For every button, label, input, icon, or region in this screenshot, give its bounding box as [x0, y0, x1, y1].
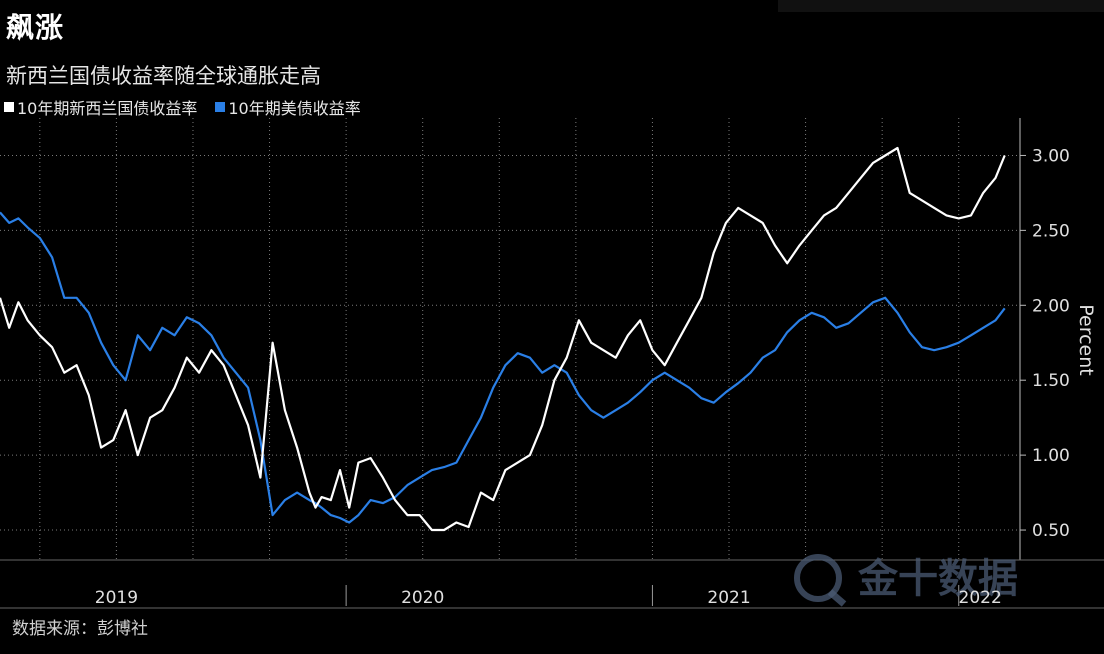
- top-strip: [778, 0, 1104, 12]
- chart-subtitle: 新西兰国债收益率随全球通胀走高: [6, 64, 321, 88]
- y-axis-title: Percent: [1075, 304, 1097, 376]
- series-line-nz: [0, 146, 1006, 532]
- x-tick-label: 2020: [401, 588, 444, 608]
- legend-item-us: 10年期美债收益率: [215, 95, 361, 119]
- y-tick-label: 1.00: [1032, 446, 1070, 466]
- legend-swatch-us: [215, 102, 226, 112]
- axis-labels: 0.50 1.00 1.50 2.00 2.50 3.00 2019 2020 2021 2022…: [95, 146, 1097, 608]
- watermark-logo-icon: [794, 554, 842, 602]
- x-tick-label: 2019: [95, 588, 138, 608]
- axes: [0, 118, 1104, 609]
- chart-title: 飙涨: [6, 11, 65, 44]
- series-line-us: [0, 211, 1006, 524]
- grid: [0, 118, 1020, 560]
- legend-label-nz: 10年期新西兰国债收益率: [17, 99, 198, 118]
- legend-swatch-nz: [4, 102, 14, 112]
- legend: 10年期新西兰国债收益率 10年期美债收益率: [4, 95, 379, 119]
- x-tick-label: 2022: [959, 588, 1002, 608]
- y-tick-label: 3.00: [1032, 146, 1070, 166]
- legend-item-nz: 10年期新西兰国债收益率: [4, 95, 197, 119]
- source-note: 数据来源：彭博社: [12, 619, 148, 639]
- watermark: 金十数据: [794, 554, 1018, 607]
- y-tick-label: 2.50: [1032, 221, 1070, 241]
- y-tick-label: 1.50: [1032, 371, 1070, 391]
- watermark-text: 金十数据: [857, 556, 1018, 602]
- legend-label-us: 10年期美债收益率: [228, 99, 361, 118]
- watermark-logo-handle: [827, 589, 847, 607]
- y-tick-label: 0.50: [1032, 521, 1070, 541]
- y-tick-label: 2.00: [1032, 296, 1070, 316]
- x-tick-label: 2021: [707, 588, 750, 608]
- series-group: [0, 146, 1006, 532]
